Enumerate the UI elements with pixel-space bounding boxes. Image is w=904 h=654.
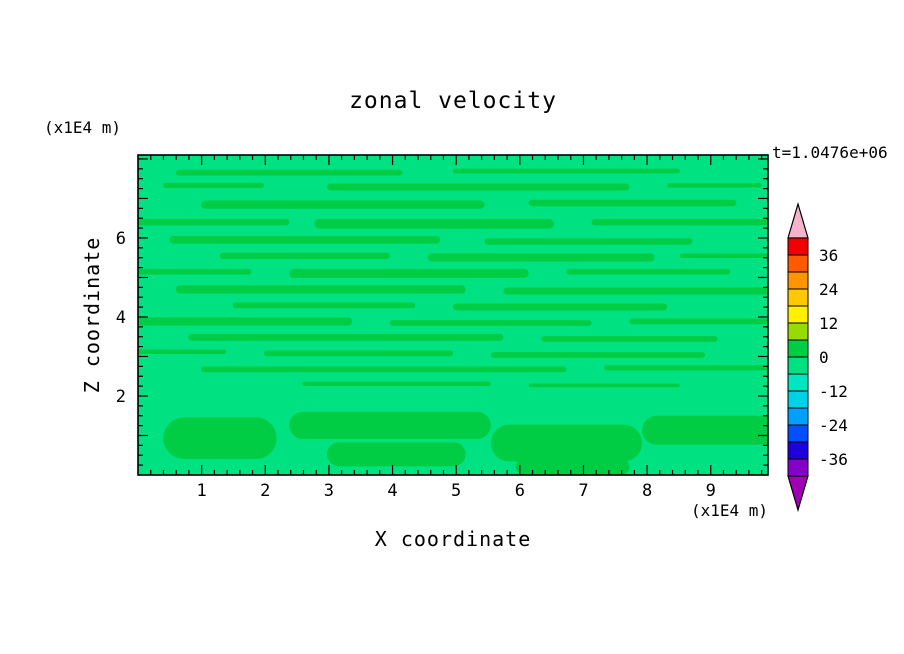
x-axis-unit: (x1E4 m) (690, 501, 768, 520)
svg-text:4: 4 (387, 481, 397, 501)
chart-title: zonal velocity (349, 88, 557, 114)
svg-text:3: 3 (324, 481, 334, 501)
axis-ticks (138, 155, 768, 475)
svg-text:24: 24 (819, 280, 838, 299)
svg-text:-24: -24 (819, 416, 848, 435)
y-axis-unit: (x1E4 m) (44, 118, 122, 137)
svg-text:7: 7 (578, 481, 588, 501)
svg-text:8: 8 (642, 481, 652, 501)
svg-text:5: 5 (451, 481, 461, 501)
svg-text:6: 6 (515, 481, 525, 501)
x-axis-label: X coordinate (374, 527, 532, 551)
svg-text:4: 4 (116, 308, 126, 328)
colorbar (787, 201, 809, 513)
contour-bands (138, 168, 768, 475)
plot-frame (137, 154, 769, 476)
time-annotation: t=1.0476e+06 (772, 143, 888, 162)
svg-text:1: 1 (197, 481, 207, 501)
svg-text:6: 6 (116, 229, 126, 249)
y-axis-label: Z coordinate (80, 236, 104, 394)
colorbar-over-arrow (787, 201, 809, 239)
svg-text:-36: -36 (819, 450, 848, 469)
svg-text:2: 2 (260, 481, 270, 501)
svg-text:36: 36 (819, 246, 838, 265)
svg-text:2: 2 (116, 387, 126, 407)
svg-text:0: 0 (819, 348, 829, 367)
colorbar-under-arrow (787, 475, 809, 513)
svg-text:9: 9 (706, 481, 716, 501)
svg-text:-12: -12 (819, 382, 848, 401)
svg-text:12: 12 (819, 314, 838, 333)
